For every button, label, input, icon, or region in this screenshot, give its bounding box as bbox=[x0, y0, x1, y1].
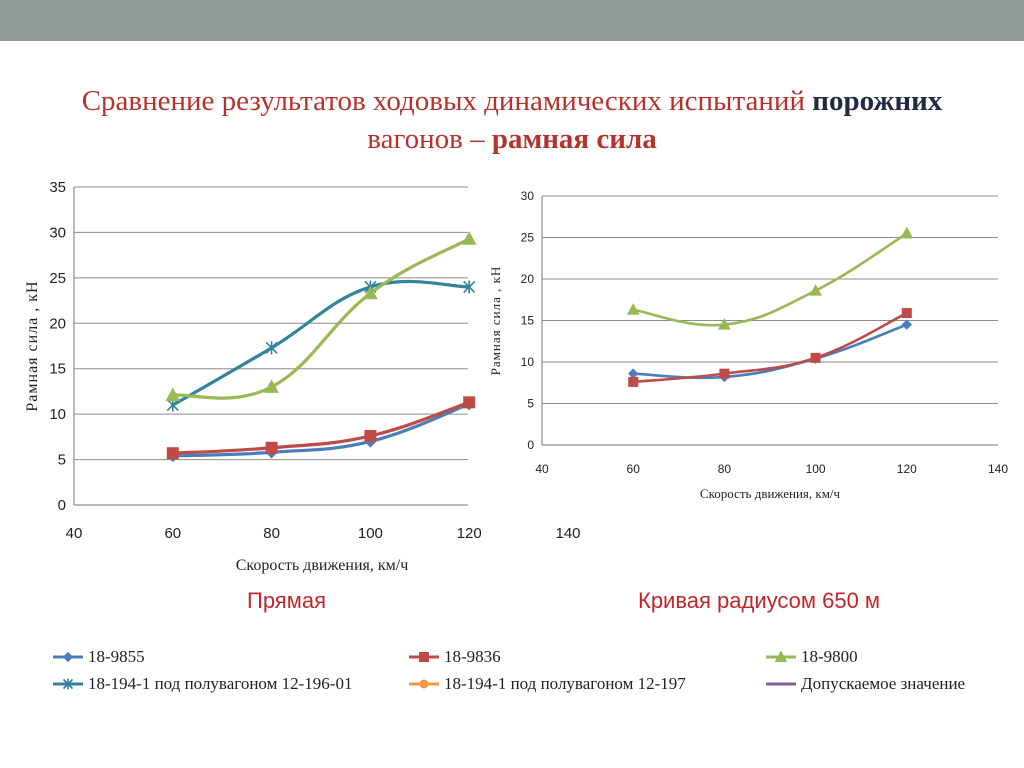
legend-swatch bbox=[53, 651, 83, 663]
x-tick-label: 80 bbox=[718, 462, 732, 476]
y-tick-label: 5 bbox=[58, 452, 66, 469]
legend-label: Допускаемое значение bbox=[801, 674, 966, 693]
slide-title: Сравнение результатов ходовых динамическ… bbox=[20, 82, 1004, 158]
y-tick-label: 0 bbox=[58, 497, 66, 514]
legend: 18-9855 18-9836 18-9800 18-194-1 под полува… bbox=[0, 640, 1024, 700]
y-tick-label: 25 bbox=[521, 231, 535, 245]
x-tick-label: 120 bbox=[457, 525, 482, 542]
legend-label: 18-9855 bbox=[88, 647, 145, 666]
title-line2: вагонов – bbox=[367, 123, 492, 155]
data-point bbox=[809, 284, 822, 296]
legend-swatch bbox=[409, 652, 439, 662]
x-tick-label: 100 bbox=[358, 525, 383, 542]
y-tick-label: 30 bbox=[49, 224, 66, 241]
data-point bbox=[265, 441, 278, 454]
data-point bbox=[264, 379, 279, 393]
legend-swatch bbox=[766, 682, 796, 686]
legend-marker bbox=[419, 679, 429, 689]
legend-label: 18-194-1 под полувагоном 12-197 bbox=[444, 674, 686, 693]
legend-marker bbox=[62, 651, 74, 663]
y-tick-label: 20 bbox=[521, 272, 535, 286]
data-point bbox=[461, 231, 477, 245]
series-line bbox=[631, 311, 909, 384]
x-tick-label: 120 bbox=[897, 462, 917, 476]
data-point bbox=[166, 447, 179, 460]
data-point bbox=[900, 226, 914, 239]
legend-marker bbox=[774, 650, 788, 662]
caption-curve: Кривая радиусом 650 м bbox=[638, 588, 881, 613]
data-point bbox=[719, 368, 730, 379]
y-tick-label: 15 bbox=[49, 361, 66, 378]
series-line bbox=[631, 323, 909, 380]
data-point bbox=[810, 352, 821, 363]
y-axis-label: Рамная сила , кН bbox=[488, 266, 503, 376]
data-point bbox=[718, 318, 731, 330]
legend-item: 18-194-1 под полувагоном 12-196-01 bbox=[52, 673, 352, 695]
data-point bbox=[363, 285, 378, 300]
title-line1-bold: порожних bbox=[812, 85, 943, 117]
legend-marker bbox=[419, 652, 429, 662]
series-line bbox=[171, 400, 471, 455]
x-tick-label: 60 bbox=[627, 462, 641, 476]
series-line bbox=[171, 402, 471, 458]
data-point bbox=[165, 387, 181, 402]
data-point bbox=[901, 319, 913, 330]
x-tick-label: 40 bbox=[66, 525, 83, 542]
series-line bbox=[171, 237, 471, 400]
y-axis-label: Рамная сила , кН bbox=[24, 280, 41, 411]
data-point bbox=[628, 376, 639, 387]
y-tick-label: 25 bbox=[49, 270, 66, 287]
title-line1: Сравнение результатов ходовых динамическ… bbox=[81, 85, 813, 117]
y-tick-label: 35 bbox=[49, 179, 66, 196]
data-point bbox=[265, 341, 278, 355]
legend-swatch bbox=[53, 678, 83, 690]
data-point bbox=[364, 429, 377, 442]
x-axis-label: Скорость движения, км/ч bbox=[700, 486, 841, 501]
series-line bbox=[631, 232, 909, 327]
legend-swatch bbox=[766, 650, 796, 662]
title-line2-bold: рамная сила bbox=[491, 123, 657, 155]
y-tick-label: 10 bbox=[521, 355, 535, 369]
y-tick-label: 10 bbox=[49, 406, 66, 423]
y-tick-label: 0 bbox=[527, 438, 534, 452]
x-tick-label: 60 bbox=[164, 525, 181, 542]
data-point bbox=[626, 303, 640, 315]
legend-item: 18-9855 bbox=[52, 646, 145, 668]
legend-label: 18-9800 bbox=[801, 647, 858, 666]
y-tick-label: 20 bbox=[49, 315, 66, 332]
x-tick-label: 140 bbox=[988, 462, 1008, 476]
legend-marker bbox=[62, 678, 74, 690]
series-line bbox=[171, 279, 471, 407]
legend-item: 18-194-1 под полувагоном 12-197 bbox=[408, 673, 686, 695]
data-point bbox=[901, 308, 912, 319]
x-axis-label: Скорость движения, км/ч bbox=[236, 557, 409, 574]
y-tick-label: 30 bbox=[521, 189, 535, 203]
legend-label: 18-9836 bbox=[444, 647, 501, 666]
y-tick-label: 15 bbox=[521, 314, 535, 328]
legend-item: Допускаемое значение bbox=[765, 673, 965, 695]
legend-label: 18-194-1 под полувагоном 12-196-01 bbox=[88, 674, 353, 693]
data-point bbox=[627, 368, 639, 379]
x-tick-label: 80 bbox=[263, 525, 280, 542]
x-tick-label: 100 bbox=[806, 462, 826, 476]
caption-straight: Прямая bbox=[247, 588, 326, 613]
top-bar bbox=[0, 0, 1024, 41]
legend-item: 18-9836 bbox=[408, 646, 501, 668]
x-tick-label: 40 bbox=[535, 462, 549, 476]
y-tick-label: 5 bbox=[527, 397, 534, 411]
x-tick-label: 140 bbox=[555, 525, 580, 542]
chart-curve: 0 5 10 15 20 25 30 40 60 80 100 120 140 Скорость движ… bbox=[488, 189, 1008, 501]
legend-swatch bbox=[409, 679, 439, 689]
legend-item: 18-9800 bbox=[765, 646, 858, 668]
data-point bbox=[463, 280, 476, 294]
data-point bbox=[463, 396, 476, 409]
